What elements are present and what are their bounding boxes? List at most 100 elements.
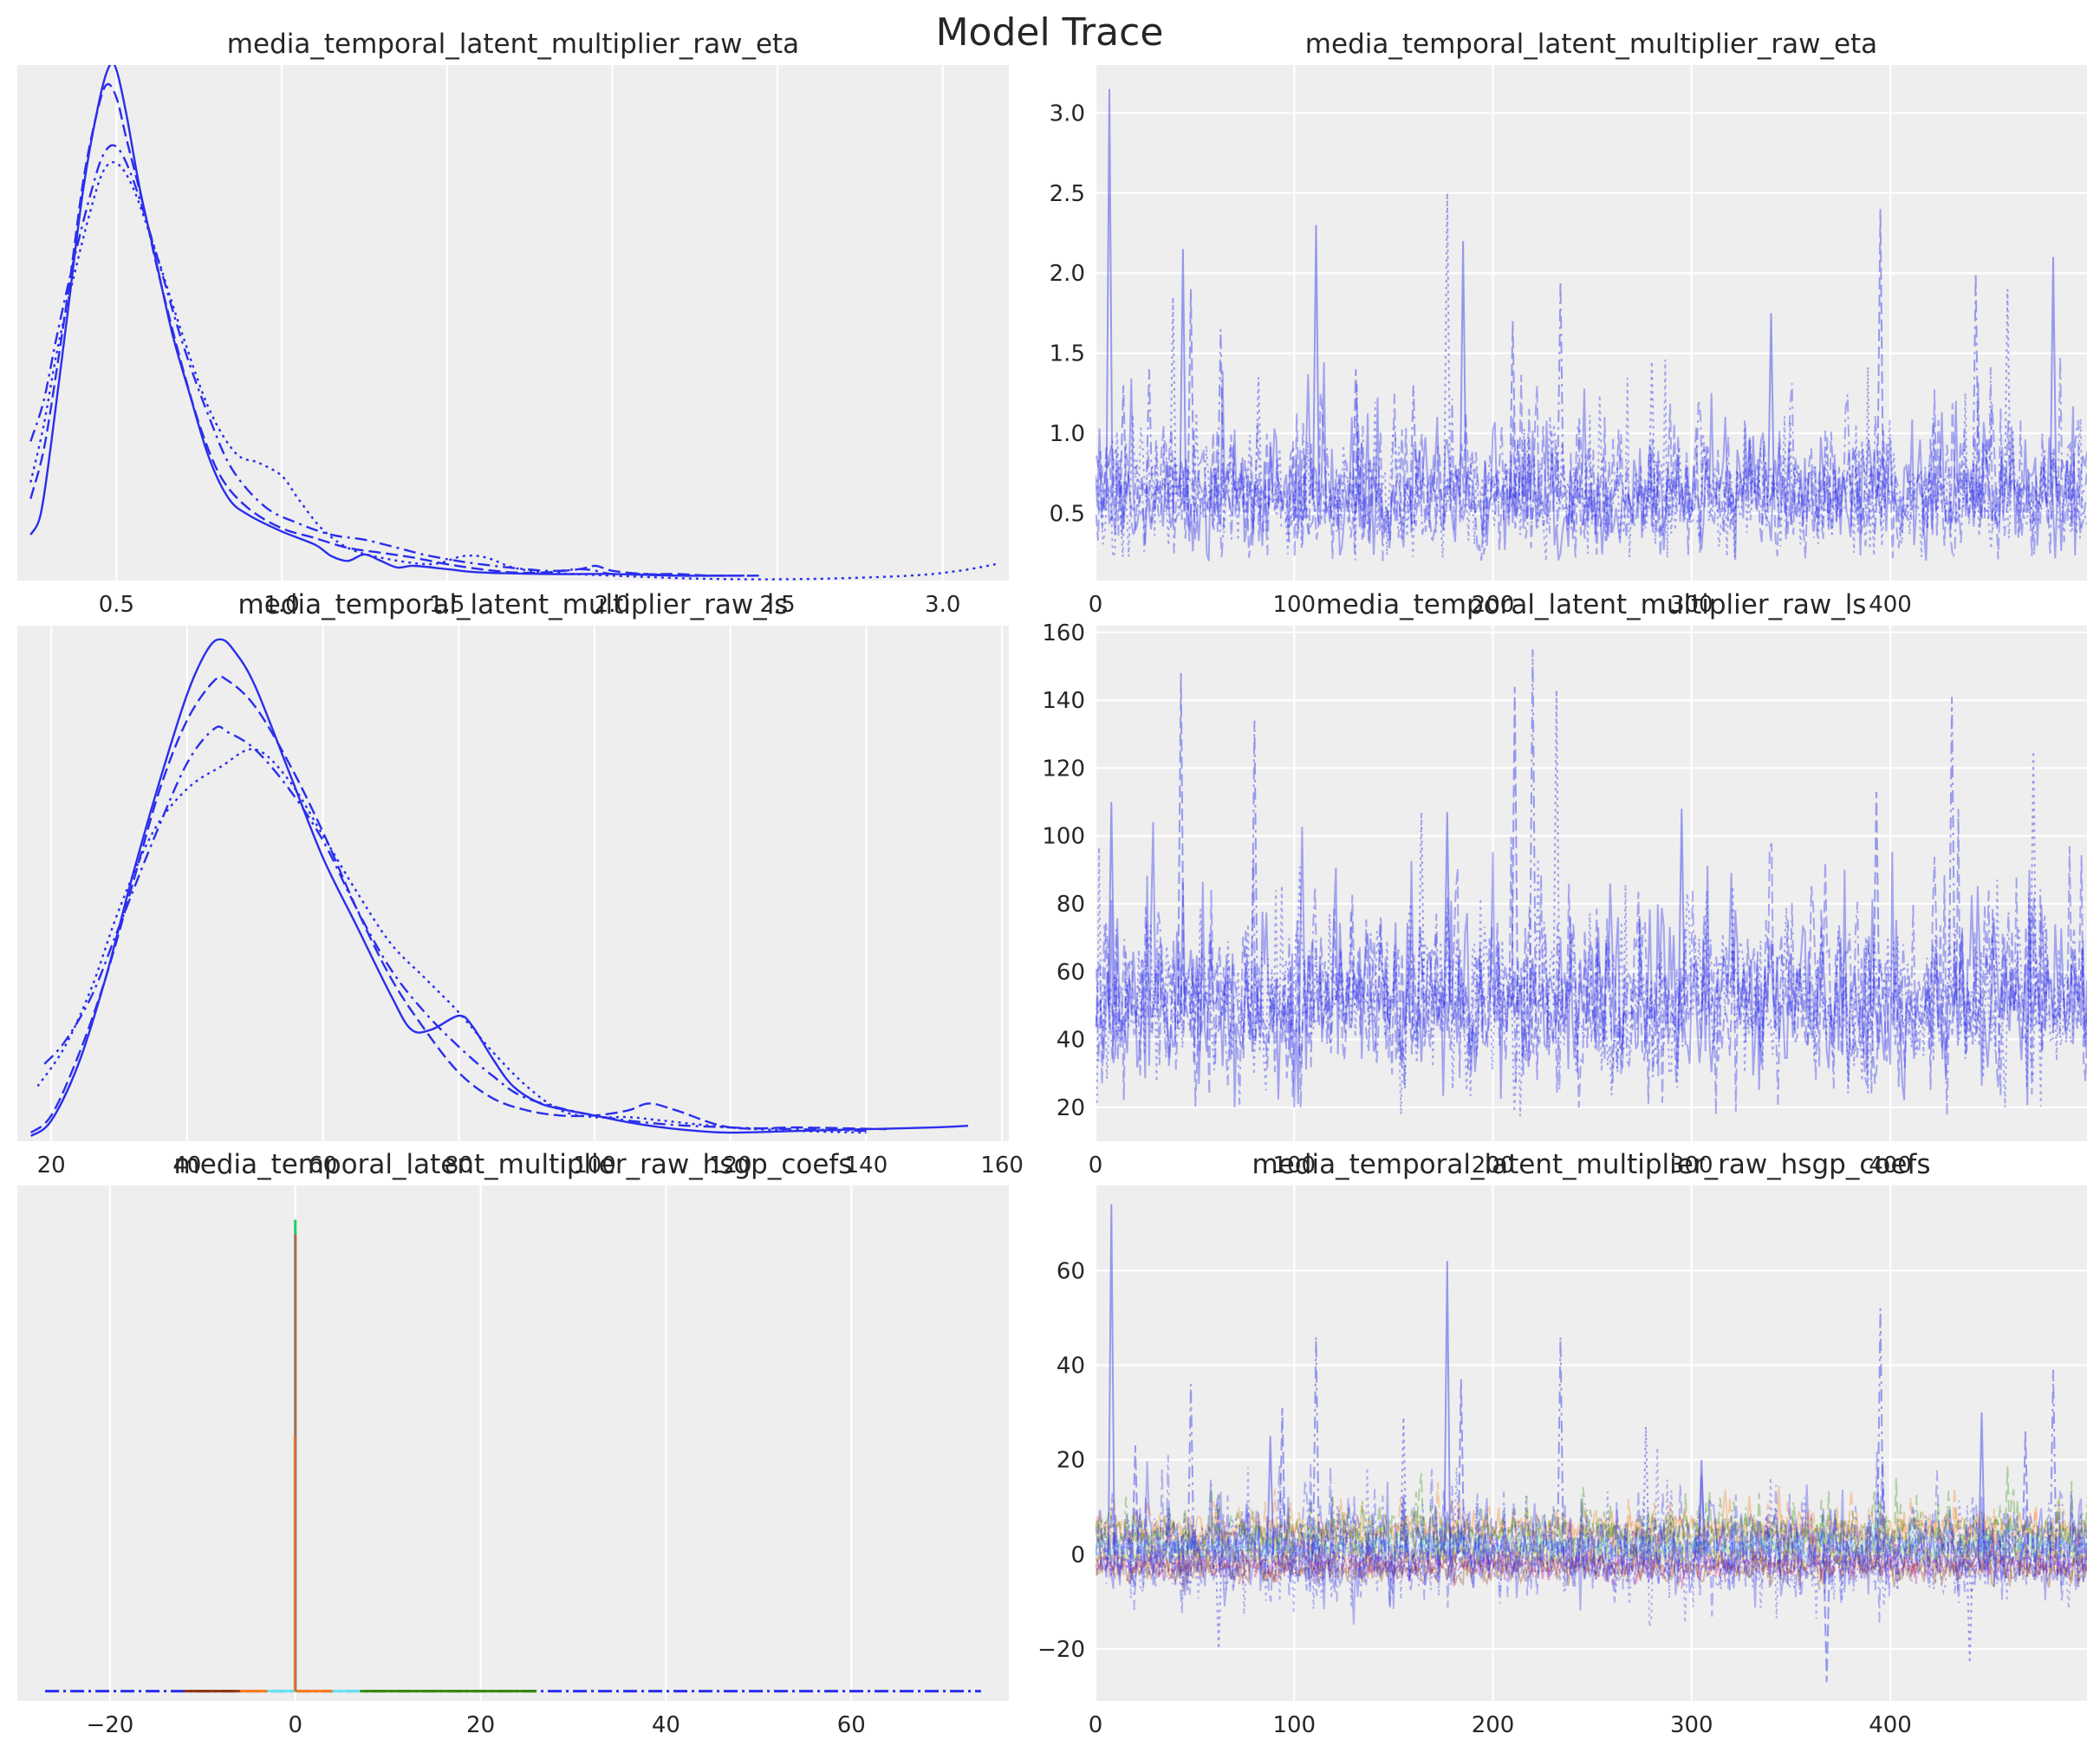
plot-marks xyxy=(45,1219,981,1693)
panel-coef-trace: media_temporal_latent_multiplier_raw_hsg… xyxy=(1037,1149,2087,1738)
trace-spike xyxy=(2049,1369,2058,1555)
trace-spike xyxy=(2021,1431,2030,1555)
plot-area xyxy=(17,626,1009,1141)
y-tick-label: 40 xyxy=(1057,1028,1085,1054)
trace-line-coef xyxy=(1096,1513,2087,1587)
y-tick-label: 3.0 xyxy=(1050,101,1085,127)
y-tick-label: 20 xyxy=(1057,1448,1085,1474)
y-tick-label: −20 xyxy=(1037,1637,1085,1663)
trace-line-coef xyxy=(1096,1485,2087,1563)
trace-line-dotted xyxy=(1096,847,2087,1117)
plot-area xyxy=(17,1185,1009,1701)
trace-spike xyxy=(1876,209,1884,497)
x-tick-label: 100 xyxy=(1272,1152,1316,1178)
trace-spike xyxy=(1266,1436,1275,1555)
y-tick-label: 160 xyxy=(1042,620,1085,646)
trace-spike xyxy=(1459,241,1467,497)
trace-spike xyxy=(1557,1336,1564,1555)
y-tick-label: 1.5 xyxy=(1050,341,1085,367)
panel-eta-kde: media_temporal_latent_multiplier_raw_eta… xyxy=(17,29,1009,618)
x-tick-label: 200 xyxy=(1472,592,1515,618)
x-tick-label: 0 xyxy=(288,1712,302,1738)
y-tick-label: 1.0 xyxy=(1050,421,1085,447)
trace-spike xyxy=(2029,750,2038,1006)
kde-curve-solid xyxy=(29,638,969,1138)
trace-spike xyxy=(1511,686,1519,1006)
trace-spike xyxy=(1872,791,1881,1006)
panel-ls-kde: media_temporal_latent_multiplier_raw_ls2… xyxy=(17,589,1024,1178)
trace-spike xyxy=(2049,256,2058,497)
panel-title: media_temporal_latent_multiplier_raw_ls xyxy=(1317,589,1867,620)
trace-line-coef xyxy=(1096,1534,2087,1569)
x-tick-label: 100 xyxy=(573,1152,616,1178)
y-tick-label: 0.5 xyxy=(1050,501,1085,527)
trace-spike xyxy=(1278,1407,1286,1555)
trace-spike xyxy=(1217,328,1225,497)
kde-curve-dashdot xyxy=(29,144,728,577)
x-tick-label: 20 xyxy=(37,1152,66,1178)
trace-spike xyxy=(1107,1204,1115,1555)
x-tick-label: 0 xyxy=(1089,1152,1103,1178)
trace-spike xyxy=(1131,1445,1140,1555)
kde-curve-dashdot xyxy=(43,725,867,1133)
x-tick-label: 400 xyxy=(1869,1152,1912,1178)
panel-ls-trace: media_temporal_latent_multiplier_raw_ls 0… xyxy=(1042,589,2087,1178)
y-tick-label: 0 xyxy=(1070,1542,1085,1568)
trace-spike xyxy=(1823,1554,1831,1683)
trace-spike xyxy=(1119,385,1128,497)
trace-line-solid xyxy=(1096,362,2087,562)
y-tick-label: 2.0 xyxy=(1050,261,1085,287)
trace-spike xyxy=(1552,690,1561,1006)
x-tick-label: 0.5 xyxy=(99,592,134,618)
trace-spike xyxy=(1876,1308,1884,1555)
trace-spike xyxy=(1251,720,1258,1006)
trace-line-dashdot xyxy=(1096,1455,2087,1623)
x-tick-label: 0 xyxy=(1089,1712,1103,1738)
x-tick-label: 400 xyxy=(1869,1712,1912,1738)
trace-spike xyxy=(1312,224,1320,497)
trace-line-coef xyxy=(1096,1481,2087,1569)
x-tick-label: 60 xyxy=(309,1152,337,1178)
figure-title: Model Trace xyxy=(936,10,1164,55)
trace-line-coef xyxy=(1096,1537,2087,1588)
trace-spike xyxy=(2003,289,2012,497)
trace-line-dashdot xyxy=(1096,856,2087,1115)
kde-curve-dotted xyxy=(36,748,867,1134)
x-tick-label: 160 xyxy=(980,1152,1024,1178)
trace-line-dashed xyxy=(1096,374,2087,562)
x-tick-label: 80 xyxy=(445,1152,473,1178)
trace-spike xyxy=(1409,385,1418,497)
y-tick-label: 140 xyxy=(1042,688,1085,714)
trace-spike xyxy=(1642,1426,1650,1555)
x-tick-label: 2.0 xyxy=(595,592,630,618)
trace-spike xyxy=(1947,697,1956,1006)
y-tick-label: 60 xyxy=(1057,1258,1085,1284)
trace-spike xyxy=(1107,802,1115,1006)
kde-curve-dashed xyxy=(29,82,762,577)
x-tick-label: 100 xyxy=(1272,592,1316,618)
x-tick-label: 300 xyxy=(1670,1712,1713,1738)
x-tick-label: 1.0 xyxy=(263,592,299,618)
y-tick-label: 60 xyxy=(1057,959,1085,985)
trace-line-coef xyxy=(1096,1516,2087,1568)
x-tick-label: 3.0 xyxy=(925,592,960,618)
kde-curve-dashed xyxy=(29,675,887,1134)
panel-title: media_temporal_latent_multiplier_raw_eta xyxy=(227,29,799,60)
x-tick-label: 120 xyxy=(709,1152,752,1178)
y-tick-label: 120 xyxy=(1042,756,1085,782)
plot-marks xyxy=(1096,88,2087,562)
plot-marks xyxy=(29,638,969,1138)
trace-spike xyxy=(1187,1384,1195,1555)
panel-coef-kde: media_temporal_latent_multiplier_raw_hsg… xyxy=(17,1149,1009,1738)
x-tick-label: 100 xyxy=(1272,1712,1316,1738)
x-tick-label: 140 xyxy=(845,1152,888,1178)
trace-spike xyxy=(1105,88,1114,497)
panel-title: media_temporal_latent_multiplier_raw_ls xyxy=(238,589,789,620)
trace-spike xyxy=(1177,672,1185,1006)
trace-line-coef xyxy=(1096,1466,2087,1571)
plot-area xyxy=(17,65,1009,581)
trace-line-coef xyxy=(1096,1516,2087,1570)
trace-spike xyxy=(1557,281,1564,497)
trace-spike xyxy=(1169,296,1177,497)
